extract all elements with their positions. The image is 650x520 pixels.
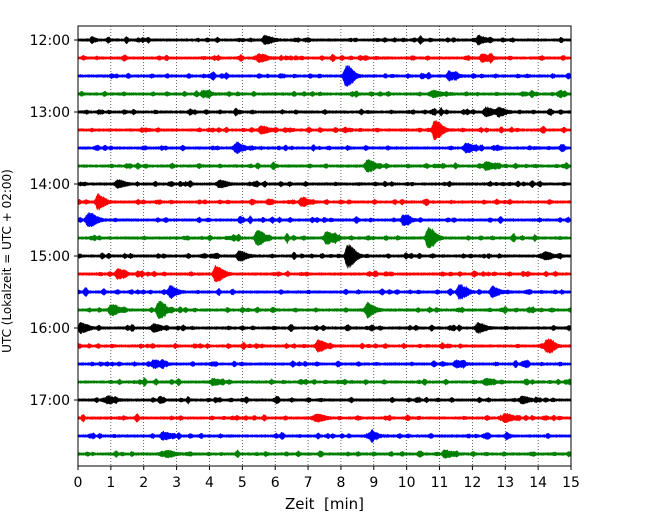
trace-1200: [77, 34, 572, 46]
trace-1730: [77, 428, 572, 443]
y-axis-label: UTC (Lokalzeit = UTC + 02:00): [0, 169, 14, 353]
trace-1315: [77, 119, 572, 141]
y-axis-ticks: 12:00 13:00 14:00 15:00 16:00 17:00: [30, 33, 78, 409]
y-tick-label: 13:00: [30, 105, 70, 121]
trace-group: [77, 34, 572, 460]
trace-1215: [77, 52, 572, 64]
trace-1230: [77, 64, 572, 88]
trace-1500: [77, 244, 572, 269]
x-tick-label: 11: [431, 475, 449, 491]
trace-1245: [77, 89, 572, 100]
y-tick-label: 12:00: [30, 33, 70, 49]
trace-1400: [77, 178, 572, 190]
x-axis-label: Zeit [min]: [285, 495, 364, 513]
trace-1745: [77, 449, 572, 460]
x-tick-label: 10: [398, 475, 416, 491]
x-tick-label: 12: [463, 475, 481, 491]
trace-1530: [77, 283, 572, 301]
trace-1430: [77, 212, 572, 228]
trace-1330: [77, 141, 572, 155]
x-tick-label: 2: [139, 475, 148, 491]
trace-1515: [77, 264, 572, 283]
trace-1445: [77, 227, 572, 249]
y-tick-label: 16:00: [30, 321, 70, 337]
trace-1630: [77, 358, 572, 370]
vertical-grid: [110, 26, 539, 466]
y-tick-label: 15:00: [30, 249, 70, 265]
x-tick-label: 0: [74, 475, 83, 491]
x-tick-label: 3: [172, 475, 181, 491]
trace-1700: [77, 394, 572, 405]
x-tick-label: 13: [496, 475, 514, 491]
x-tick-label: 14: [529, 475, 547, 491]
y-tick-label: 14:00: [30, 177, 70, 193]
trace-1645: [77, 377, 572, 387]
x-tick-label: 15: [562, 475, 580, 491]
trace-1715: [77, 412, 572, 424]
trace-1600: [77, 321, 572, 335]
x-tick-label: 7: [304, 475, 313, 491]
x-tick-label: 8: [336, 475, 345, 491]
x-tick-label: 6: [271, 475, 280, 491]
trace-1300: [77, 105, 572, 118]
plot-frame: [77, 25, 572, 467]
x-tick-label: 1: [106, 475, 115, 491]
x-axis-ticks: 0 1 2 3 4 5 6 7 8 9 10 11 12 13 14 15: [74, 466, 580, 491]
x-tick-label: 4: [205, 475, 214, 491]
y-tick-label: 17:00: [30, 393, 70, 409]
x-tick-label: 9: [369, 475, 378, 491]
trace-1415: [77, 193, 572, 212]
trace-1615: [77, 338, 572, 354]
trace-1345: [77, 158, 572, 174]
trace-1545: [77, 300, 572, 320]
x-tick-label: 5: [238, 475, 247, 491]
